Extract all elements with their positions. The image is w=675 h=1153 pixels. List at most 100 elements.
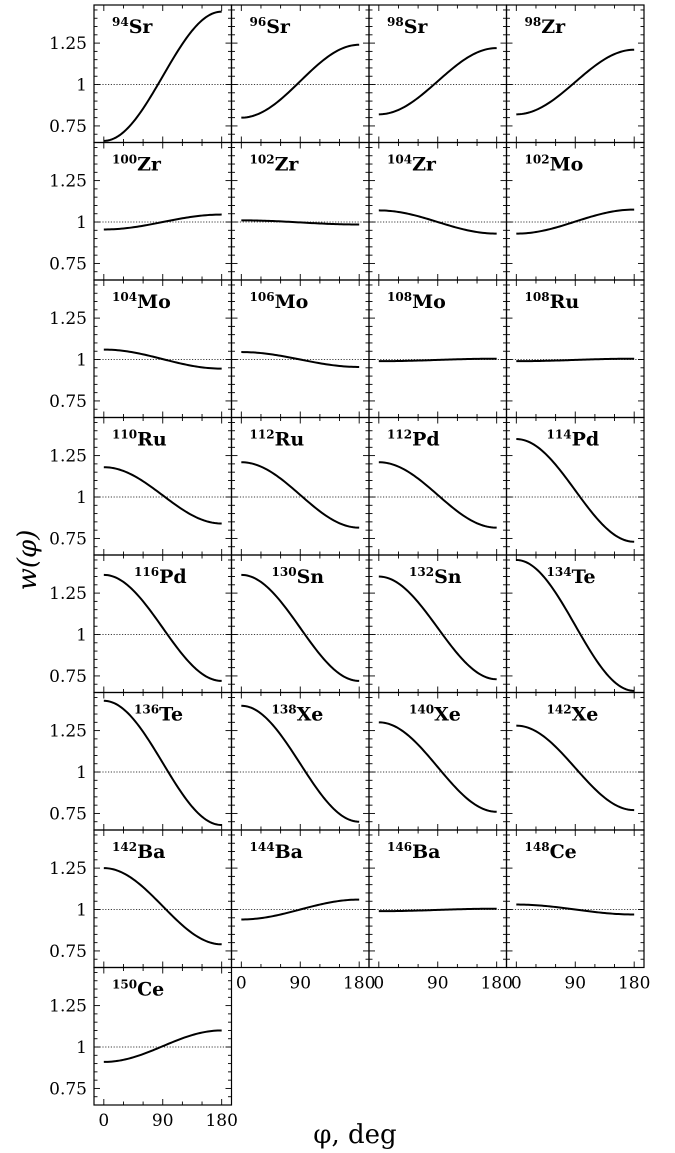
series-line xyxy=(103,348,222,370)
mass-number: 94 xyxy=(112,15,129,29)
series-line xyxy=(103,1029,222,1063)
mass-number: 136 xyxy=(134,703,159,717)
mass-number: 146 xyxy=(387,840,412,854)
nuclide-label: 98Sr xyxy=(387,15,428,38)
y-tick-label: 0.75 xyxy=(49,804,87,824)
element-symbol: Ba xyxy=(137,841,165,863)
mass-number: 104 xyxy=(112,290,137,304)
series-line xyxy=(241,704,360,823)
panel-142-Ba: 142Ba xyxy=(93,829,233,969)
nuclide-label: 100Zr xyxy=(112,153,162,176)
panel-112-Pd: 112Pd xyxy=(368,416,508,556)
nuclide-label: 114Pd xyxy=(547,428,600,451)
mass-number: 134 xyxy=(547,565,572,579)
x-tick-label: 180 xyxy=(205,1111,237,1131)
nuclide-label: 138Xe xyxy=(272,703,324,726)
series-line xyxy=(378,47,497,116)
panel-104-Mo: 104Mo xyxy=(93,279,233,419)
mass-number: 98 xyxy=(525,15,542,29)
panel-142-Xe: 142Xe xyxy=(505,691,645,831)
panel-112-Ru: 112Ru xyxy=(230,416,370,556)
panel-108-Mo: 108Mo xyxy=(368,279,508,419)
mass-number: 96 xyxy=(250,15,267,29)
element-symbol: Mo xyxy=(275,291,309,313)
series-line xyxy=(378,461,497,529)
series-line xyxy=(516,724,635,812)
mass-number: 102 xyxy=(250,153,275,167)
element-symbol: Zr xyxy=(412,154,437,176)
series-line xyxy=(103,573,222,682)
mass-number: 148 xyxy=(525,840,550,854)
panel-150-Ce: 150Ce xyxy=(93,966,233,1106)
y-tick-label: 1 xyxy=(76,626,87,646)
series-line xyxy=(378,575,497,681)
x-tick-label: 90 xyxy=(289,974,311,994)
mass-number: 132 xyxy=(409,565,434,579)
mass-number: 142 xyxy=(547,703,572,717)
y-tick-label: 1 xyxy=(76,76,87,96)
mass-number: 130 xyxy=(272,565,297,579)
y-tick-label: 0.75 xyxy=(49,529,87,549)
element-symbol: Sn xyxy=(434,566,462,588)
element-symbol: Sr xyxy=(129,16,154,38)
x-tick-label: 0 xyxy=(373,974,384,994)
panel-132-Sn: 132Sn xyxy=(368,554,508,694)
panel-102-Zr: 102Zr xyxy=(230,141,370,281)
nuclide-label: 104Zr xyxy=(387,153,437,176)
nuclide-label: 142Ba xyxy=(112,840,165,863)
x-tick-label: 180 xyxy=(480,974,512,994)
panel-148-Ce: 148Ce xyxy=(505,829,645,969)
panel-106-Mo: 106Mo xyxy=(230,279,370,419)
x-tick-label: 0 xyxy=(511,974,522,994)
element-symbol: Ba xyxy=(412,841,440,863)
y-tick-label: 1 xyxy=(76,351,87,371)
element-symbol: Pd xyxy=(159,566,187,588)
series-line xyxy=(516,903,635,916)
y-tick-label: 0.75 xyxy=(49,667,87,687)
y-tick-label: 1 xyxy=(76,763,87,783)
nuclide-label: 112Pd xyxy=(387,428,440,451)
element-symbol: Pd xyxy=(412,429,440,451)
element-symbol: Ru xyxy=(550,291,580,313)
mass-number: 110 xyxy=(112,428,137,442)
mass-number: 140 xyxy=(409,703,434,717)
nuclide-label: 98Zr xyxy=(525,15,567,38)
element-symbol: Ru xyxy=(137,429,167,451)
series-line xyxy=(516,438,635,543)
mass-number: 112 xyxy=(250,428,275,442)
mass-number: 98 xyxy=(387,15,404,29)
y-tick-label: 1.25 xyxy=(49,859,87,879)
nuclide-label: 130Sn xyxy=(272,565,325,588)
element-symbol: Mo xyxy=(550,154,584,176)
panel-136-Te: 136Te xyxy=(93,691,233,831)
nuclide-label: 96Sr xyxy=(250,15,291,38)
series-line xyxy=(516,208,635,235)
x-axis-label: φ, deg xyxy=(313,1120,396,1150)
x-tick-label: 0 xyxy=(98,1111,109,1131)
y-tick-label: 1.25 xyxy=(49,34,87,54)
element-symbol: Ru xyxy=(275,429,305,451)
y-tick-label: 1 xyxy=(76,213,87,233)
x-tick-label: 90 xyxy=(564,974,586,994)
x-tick-label: 0 xyxy=(236,974,247,994)
mass-number: 102 xyxy=(525,153,550,167)
y-tick-label: 0.75 xyxy=(49,117,87,137)
series-line xyxy=(241,898,360,921)
panel-104-Zr: 104Zr xyxy=(368,141,508,281)
panel-146-Ba: 146Ba xyxy=(368,829,508,969)
element-symbol: Zr xyxy=(137,154,162,176)
series-line xyxy=(241,219,360,226)
nuclide-label: 146Ba xyxy=(387,840,440,863)
series-line xyxy=(241,573,360,682)
element-symbol: Mo xyxy=(412,291,446,313)
x-tick-label: 90 xyxy=(152,1111,174,1131)
nuclide-label: 132Sn xyxy=(409,565,462,588)
panel-98-Zr: 98Zr xyxy=(505,4,645,144)
mass-number: 142 xyxy=(112,840,137,854)
panel-130-Sn: 130Sn xyxy=(230,554,370,694)
panel-116-Pd: 116Pd xyxy=(93,554,233,694)
element-symbol: Zr xyxy=(541,16,566,38)
element-symbol: Sr xyxy=(266,16,291,38)
panel-102-Mo: 102Mo xyxy=(505,141,645,281)
